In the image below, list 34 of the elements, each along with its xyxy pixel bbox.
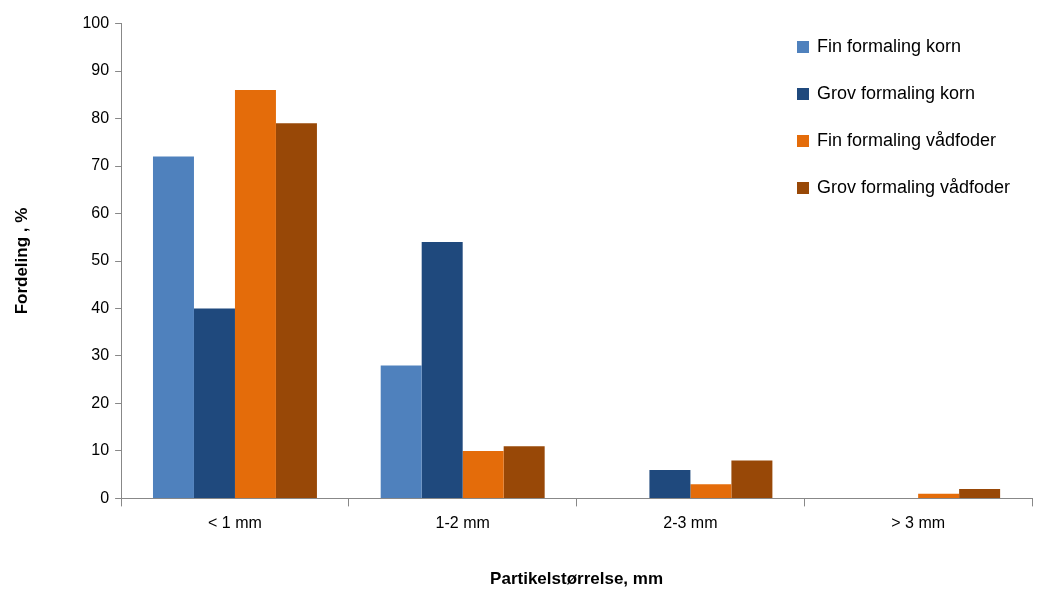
bar [421, 242, 463, 498]
bar [649, 469, 691, 498]
bar [193, 308, 235, 498]
y-tick-label: 30 [91, 346, 110, 364]
x-axis-title: Partikelstørrelse, mm [490, 569, 664, 589]
x-tick-label: 1-2 mm [435, 514, 490, 532]
bar [275, 123, 317, 498]
legend-label: Grov formaling korn [816, 83, 975, 104]
bar [380, 365, 422, 498]
x-tick-label: > 3 mm [891, 514, 946, 532]
legend-label: Fin formaling vådfoder [816, 130, 996, 151]
bar [152, 156, 194, 498]
legend-label: Grov formaling vådfoder [816, 177, 1010, 198]
y-tick-label: 50 [91, 251, 110, 269]
bar [918, 493, 960, 498]
y-tick-label: 70 [91, 156, 110, 174]
y-tick-label: 80 [91, 108, 110, 126]
bar [234, 90, 276, 498]
y-tick-label: 0 [100, 488, 110, 506]
x-tick-label: < 1 mm [208, 514, 262, 532]
bar [959, 488, 1001, 498]
y-tick-label: 20 [91, 393, 110, 411]
legend-label: Fin formaling korn [816, 36, 961, 57]
y-tick-label: 100 [82, 14, 110, 32]
bar [462, 450, 504, 498]
bar [503, 446, 545, 498]
x-tick-label: 2-3 mm [663, 514, 718, 532]
bar [690, 484, 732, 498]
y-tick-label: 10 [91, 441, 110, 459]
y-tick-label: 40 [91, 298, 110, 316]
bar [731, 460, 773, 498]
y-axis-title: Fordeling , % [11, 207, 31, 315]
y-tick-label: 90 [91, 61, 110, 79]
y-tick-label: 60 [91, 203, 110, 221]
